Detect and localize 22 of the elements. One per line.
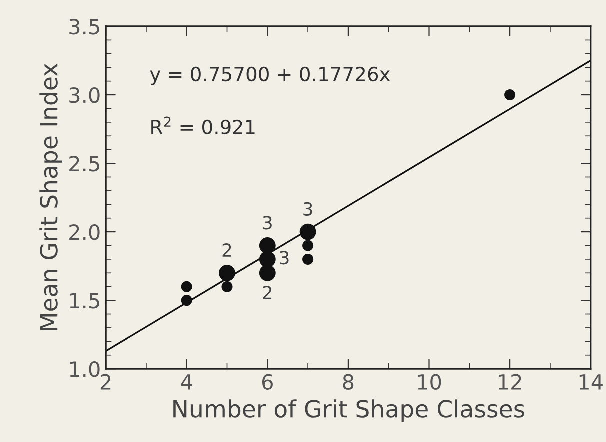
y-tick-label: 1.5: [70, 293, 100, 309]
x-tick-label: 2: [100, 374, 111, 390]
annotation: 2: [263, 286, 272, 300]
annotation: R$^{2}$ = 0.921: [152, 116, 255, 135]
annotation: y = 0.75700 + 0.17726x: [150, 66, 390, 86]
x-tick-label: 6: [262, 374, 273, 390]
y-tick-label: 3.5: [70, 18, 100, 35]
annotation: 2: [222, 244, 232, 257]
x-tick-label: 8: [343, 374, 354, 390]
x-tick-label: 10: [418, 374, 442, 390]
y-tick-label: 3.0: [70, 87, 100, 104]
annotation: 3: [304, 202, 312, 216]
x-axis-title: Number of Grit Shape Classes: [174, 400, 524, 422]
annotation: 3: [280, 251, 289, 265]
x-tick-label: 14: [580, 374, 603, 390]
y-tick-label: 1.0: [70, 362, 100, 378]
annotation: 3: [263, 216, 272, 230]
y-tick-label: 2.5: [70, 156, 100, 172]
x-tick-label: 12: [499, 374, 522, 390]
x-tick-label: 4: [181, 374, 192, 390]
y-tick-label: 2.0: [70, 224, 100, 240]
y-axis-title: Mean Grit Shape Index: [40, 64, 62, 330]
